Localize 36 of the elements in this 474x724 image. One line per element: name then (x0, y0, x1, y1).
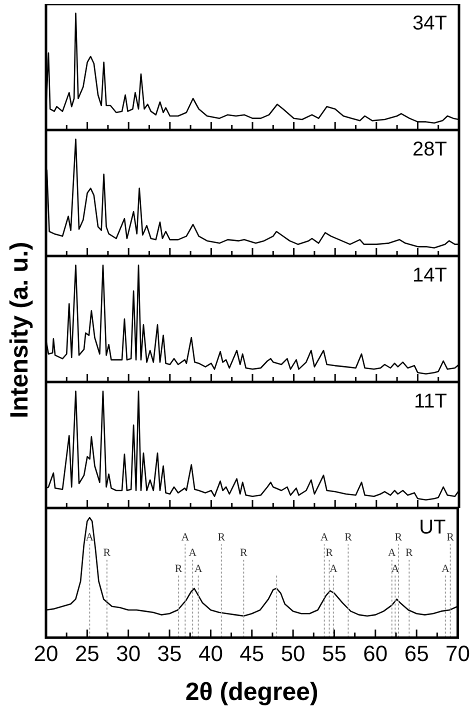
ref-line-label: R (394, 532, 403, 544)
ref-line-label: A (86, 532, 94, 544)
ref-line-label: A (329, 562, 338, 575)
ref-line-label: R (406, 547, 414, 560)
x-tick-label: 50 (280, 640, 306, 666)
text: 11T (414, 390, 447, 413)
x-tick-label: 25 (74, 640, 100, 666)
y-axis-title: Intensity (a. u.) (6, 242, 34, 418)
ref-line-label: R (446, 532, 455, 544)
text: 34T (412, 12, 447, 35)
x-tick-label: 55 (322, 640, 346, 666)
ref-line-label: A (188, 547, 197, 560)
x-tick-label: 20 (34, 640, 58, 666)
x-tick-label: 65 (404, 640, 429, 666)
ref-line-label: A (388, 547, 396, 560)
ref-line-label: A (391, 562, 400, 575)
ref-line-label: A (194, 562, 202, 575)
ref-line-label: A (320, 532, 328, 544)
ref-line-label: R (240, 547, 248, 560)
x-tick-label: 30 (116, 640, 141, 666)
ref-line-label: A (441, 562, 450, 575)
x-tick-label: 60 (363, 640, 388, 666)
x-tick-label: 35 (157, 640, 182, 666)
ref-line-label: R (326, 547, 334, 560)
ref-line-label: R (344, 532, 353, 544)
x-tick-label: 70 (446, 640, 470, 666)
text: UT (419, 516, 446, 539)
ref-line-label: R (103, 547, 112, 560)
ref-line-label: R (174, 562, 183, 575)
ref-line-label: R (218, 532, 226, 544)
ref-line-label: A (181, 532, 190, 544)
text: 28T (412, 138, 447, 161)
x-tick-label: 40 (198, 640, 223, 666)
text: 14T (412, 264, 447, 287)
x-axis-title: 2θ (degree) (185, 678, 318, 706)
x-tick-label: 45 (240, 640, 264, 666)
